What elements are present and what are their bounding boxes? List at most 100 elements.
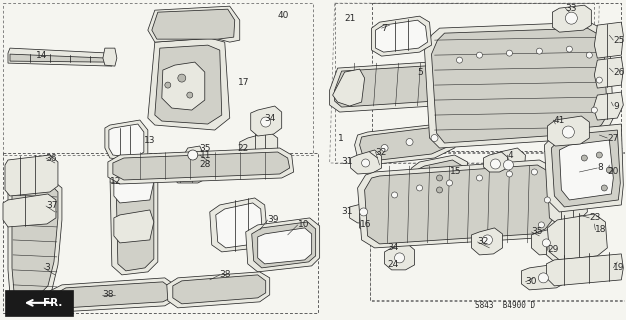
Circle shape	[483, 235, 493, 245]
Bar	[3, 153, 317, 313]
Polygon shape	[162, 62, 205, 110]
Bar	[369, 153, 626, 301]
Polygon shape	[116, 161, 154, 271]
Polygon shape	[251, 106, 282, 136]
Circle shape	[406, 139, 413, 146]
Circle shape	[165, 82, 171, 88]
Bar	[372, 3, 622, 151]
Polygon shape	[546, 254, 623, 286]
Polygon shape	[552, 5, 592, 32]
Circle shape	[531, 169, 537, 175]
Text: 9: 9	[613, 101, 619, 110]
Polygon shape	[335, 62, 503, 107]
Circle shape	[567, 46, 572, 52]
Text: 38: 38	[220, 270, 231, 279]
Polygon shape	[546, 234, 579, 262]
Text: 1: 1	[337, 133, 344, 142]
Polygon shape	[148, 6, 240, 42]
Text: 3: 3	[44, 263, 49, 272]
Circle shape	[416, 185, 423, 191]
Bar	[372, 3, 622, 151]
Polygon shape	[172, 158, 208, 183]
Circle shape	[381, 145, 388, 151]
Polygon shape	[547, 116, 589, 146]
Polygon shape	[531, 228, 562, 255]
Polygon shape	[594, 57, 623, 88]
Text: 32: 32	[376, 148, 387, 156]
Text: 24: 24	[387, 260, 399, 269]
Circle shape	[436, 175, 443, 181]
Polygon shape	[109, 124, 144, 158]
Circle shape	[538, 222, 545, 228]
Circle shape	[536, 48, 542, 54]
Polygon shape	[252, 222, 316, 268]
Polygon shape	[155, 45, 222, 124]
Polygon shape	[173, 275, 265, 304]
Polygon shape	[103, 48, 117, 66]
Circle shape	[503, 160, 513, 170]
Polygon shape	[521, 264, 565, 290]
Polygon shape	[148, 38, 230, 130]
Circle shape	[178, 74, 186, 82]
Polygon shape	[545, 124, 623, 212]
Polygon shape	[8, 48, 112, 66]
Bar	[369, 152, 626, 300]
Polygon shape	[349, 200, 377, 223]
Polygon shape	[110, 156, 158, 275]
Circle shape	[436, 187, 443, 193]
Polygon shape	[426, 168, 456, 198]
Circle shape	[597, 77, 602, 83]
Bar	[3, 3, 312, 155]
Text: 21: 21	[345, 14, 356, 23]
Polygon shape	[359, 122, 458, 161]
Polygon shape	[5, 155, 58, 196]
Text: 5: 5	[418, 68, 423, 76]
Circle shape	[565, 12, 577, 24]
Polygon shape	[483, 152, 508, 172]
Polygon shape	[114, 170, 154, 203]
Polygon shape	[210, 198, 268, 252]
Text: 30: 30	[525, 277, 537, 286]
Polygon shape	[376, 20, 428, 52]
Polygon shape	[113, 152, 290, 180]
Circle shape	[476, 175, 483, 181]
Text: 33: 33	[565, 4, 577, 13]
Circle shape	[506, 171, 513, 177]
Polygon shape	[330, 58, 510, 112]
Polygon shape	[105, 120, 148, 162]
Polygon shape	[372, 16, 431, 56]
Text: 15: 15	[449, 167, 461, 177]
Bar	[3, 153, 317, 313]
FancyBboxPatch shape	[5, 290, 73, 316]
Text: 20: 20	[607, 167, 618, 177]
Circle shape	[188, 150, 198, 160]
Text: 29: 29	[547, 245, 559, 254]
Polygon shape	[184, 146, 204, 163]
Text: 25: 25	[613, 36, 625, 44]
Text: S843  B4900 D: S843 B4900 D	[476, 301, 536, 310]
Text: 13: 13	[144, 136, 155, 145]
Polygon shape	[471, 228, 503, 255]
Polygon shape	[406, 155, 470, 215]
Polygon shape	[216, 203, 263, 248]
Text: 26: 26	[613, 68, 625, 76]
Text: 38: 38	[102, 290, 113, 299]
Circle shape	[545, 197, 550, 203]
Text: 8: 8	[597, 164, 603, 172]
Polygon shape	[547, 214, 607, 260]
Polygon shape	[258, 228, 312, 264]
Text: 10: 10	[298, 220, 309, 229]
Polygon shape	[547, 164, 587, 224]
Polygon shape	[491, 148, 525, 180]
Polygon shape	[594, 22, 623, 58]
Polygon shape	[411, 160, 464, 210]
Text: 40: 40	[278, 11, 289, 20]
Circle shape	[542, 239, 550, 247]
Text: 39: 39	[268, 215, 279, 224]
Circle shape	[456, 57, 463, 63]
Text: 7: 7	[382, 24, 387, 33]
Text: 35: 35	[200, 143, 212, 153]
Polygon shape	[240, 132, 278, 165]
Text: 27: 27	[607, 133, 618, 142]
Polygon shape	[10, 54, 108, 62]
